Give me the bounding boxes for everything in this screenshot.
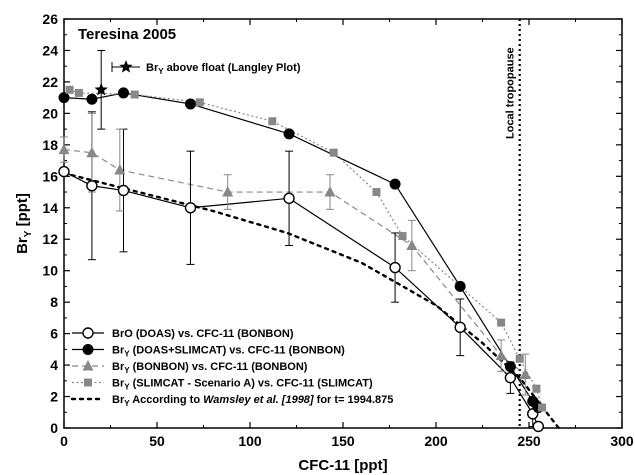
legend-marker-3 [84, 378, 92, 387]
y-tick-label: 8 [50, 294, 58, 310]
data-point-3 [195, 98, 204, 107]
data-point-3 [515, 354, 524, 363]
series-line-2 [63, 148, 526, 375]
data-point-1 [58, 92, 70, 104]
legend-text-3: BrY (SLIMCAT - Scenario A) vs. CFC-11 (S… [112, 378, 373, 392]
data-point-0 [86, 180, 98, 192]
y-tick-label: 4 [50, 357, 58, 373]
data-point-3 [532, 384, 541, 393]
data-point-2 [324, 186, 336, 197]
y-tick-label: 24 [42, 42, 58, 58]
data-point-0 [504, 371, 517, 384]
data-point-1 [389, 178, 401, 190]
y-tick-label: 18 [42, 137, 58, 153]
data-point-0 [532, 420, 544, 433]
data-point-1 [283, 128, 295, 140]
data-point-3 [74, 88, 83, 97]
y-axis-label: BrY [ppt] [14, 193, 34, 254]
series-line-3 [69, 89, 543, 408]
legend-marker-1 [82, 344, 94, 355]
data-point-3 [268, 117, 277, 126]
x-tick-label: 150 [331, 433, 355, 449]
series-line-1 [63, 92, 539, 408]
y-tick-label: 0 [50, 420, 58, 436]
legend-text-2: BrY (BONBON) vs. CFC-11 (BONBON) [112, 361, 308, 375]
data-point-3 [372, 188, 381, 197]
tropopause-label: Local tropopause [505, 47, 517, 139]
data-point-1 [118, 87, 130, 99]
y-tick-label: 16 [42, 168, 58, 184]
y-tick-label: 26 [42, 11, 58, 27]
data-point-0 [184, 202, 197, 214]
data-point-0 [454, 321, 466, 334]
x-tick-label: 100 [238, 433, 262, 449]
data-point-3 [65, 85, 74, 94]
x-axis-label: CFC-11 [ppt] [298, 457, 387, 474]
y-tick-label: 20 [42, 105, 58, 121]
y-tick-label: 12 [42, 231, 58, 247]
data-point-0 [389, 261, 401, 274]
legend-text-1: BrY (DOAS+SLIMCAT) vs. CFC-11 (BONBON) [112, 345, 345, 359]
x-tick-label: 250 [517, 433, 541, 449]
data-point-2 [58, 143, 70, 155]
legend-marker-0 [82, 327, 94, 339]
data-point-2 [222, 186, 234, 197]
x-tick-label: 300 [610, 433, 634, 449]
data-point-2 [86, 146, 98, 158]
legend-float-star [119, 60, 133, 73]
data-point-0 [283, 192, 295, 205]
data-point-2 [406, 239, 418, 251]
float-point [94, 82, 108, 96]
x-tick-label: 0 [60, 433, 68, 449]
data-point-3 [497, 318, 506, 327]
data-point-0 [58, 165, 70, 178]
x-tick-label: 200 [424, 433, 448, 449]
data-point-2 [495, 349, 507, 361]
y-tick-label: 14 [42, 200, 58, 216]
data-point-2 [114, 164, 126, 175]
legend-marker-2 [82, 360, 94, 371]
data-point-1 [454, 280, 466, 292]
wamsley-curve [62, 171, 560, 430]
x-tick-label: 50 [149, 433, 165, 449]
data-point-3 [130, 90, 139, 99]
y-tick-label: 10 [42, 263, 58, 279]
data-point-3 [538, 403, 547, 412]
y-tick-label: 2 [50, 389, 58, 405]
data-point-1 [86, 93, 98, 105]
y-tick-label: 22 [42, 74, 58, 90]
data-point-3 [329, 148, 338, 157]
series-line-0 [63, 171, 539, 427]
data-point-0 [117, 184, 130, 197]
data-point-1 [184, 98, 196, 110]
data-point-1 [504, 361, 516, 373]
data-point-2 [519, 368, 531, 380]
legend-text-wamsley: BrY According to Wamsley et al. [1998] f… [112, 394, 393, 408]
legend-float-text: BrY above float (Langley Plot) [146, 62, 301, 76]
chart-title: Teresina 2005 [78, 26, 176, 43]
y-tick-label: 6 [50, 326, 58, 342]
legend-text-0: BrO (DOAS) vs. CFC-11 (BONBON) [112, 328, 294, 340]
data-point-3 [398, 232, 407, 241]
